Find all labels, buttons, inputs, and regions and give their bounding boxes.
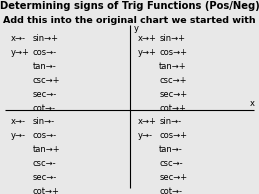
Text: sec→-: sec→-: [32, 90, 57, 99]
Text: sec→+: sec→+: [159, 173, 188, 182]
Text: csc→-: csc→-: [32, 159, 56, 168]
Text: y→+: y→+: [10, 48, 29, 57]
Text: cos→+: cos→+: [159, 131, 187, 140]
Text: Determining signs of Trig Functions (Pos/Neg): Determining signs of Trig Functions (Pos…: [0, 1, 259, 11]
Text: sin→+: sin→+: [159, 34, 185, 43]
Text: csc→-: csc→-: [159, 159, 183, 168]
Text: csc→+: csc→+: [159, 76, 187, 85]
Text: Add this into the original chart we started with: Add this into the original chart we star…: [3, 16, 256, 25]
Text: cot→-: cot→-: [159, 187, 182, 194]
Text: cot→-: cot→-: [32, 104, 55, 113]
Text: cos→-: cos→-: [32, 131, 56, 140]
Text: tan→-: tan→-: [159, 145, 183, 154]
Text: x→+: x→+: [137, 117, 156, 126]
Text: y→-: y→-: [137, 131, 152, 140]
Text: x: x: [250, 99, 255, 108]
Text: sin→-: sin→-: [32, 117, 54, 126]
Text: cos→+: cos→+: [159, 48, 187, 57]
Text: tan→-: tan→-: [32, 62, 56, 71]
Text: sec→+: sec→+: [159, 90, 188, 99]
Text: x→+: x→+: [137, 34, 156, 43]
Text: sin→+: sin→+: [32, 34, 58, 43]
Text: x→-: x→-: [10, 117, 25, 126]
Text: y→+: y→+: [137, 48, 156, 57]
Text: sec→-: sec→-: [32, 173, 57, 182]
Text: x→-: x→-: [10, 34, 25, 43]
Text: y: y: [133, 24, 138, 33]
Text: y→-: y→-: [10, 131, 25, 140]
Text: cot→+: cot→+: [159, 104, 186, 113]
Text: sin→-: sin→-: [159, 117, 181, 126]
Text: cot→+: cot→+: [32, 187, 59, 194]
Text: cos→-: cos→-: [32, 48, 56, 57]
Text: tan→+: tan→+: [159, 62, 187, 71]
Text: tan→+: tan→+: [32, 145, 60, 154]
Text: csc→+: csc→+: [32, 76, 60, 85]
